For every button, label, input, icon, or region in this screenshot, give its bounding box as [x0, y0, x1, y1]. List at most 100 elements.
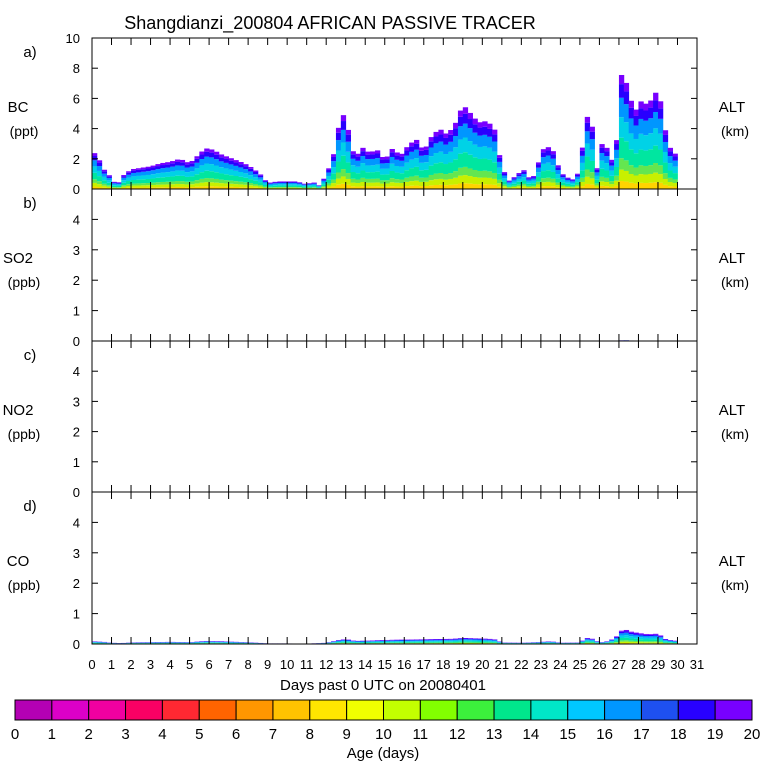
colorbar-tick-label: 14: [523, 726, 540, 743]
data-cell: [595, 176, 600, 180]
data-cell: [580, 642, 585, 643]
x-tick-label: 6: [205, 657, 212, 672]
data-cell: [448, 130, 453, 135]
data-cell: [214, 166, 219, 173]
data-cell: [190, 163, 195, 166]
data-cell: [458, 117, 463, 126]
data-cell: [614, 144, 619, 150]
data-cell: [331, 173, 336, 179]
data-cell: [375, 182, 380, 186]
data-cell: [414, 181, 419, 186]
data-cell: [570, 185, 575, 187]
data-cell: [624, 91, 629, 104]
data-cell: [502, 178, 507, 181]
data-cell: [238, 172, 243, 177]
data-cell: [536, 177, 541, 182]
data-cell: [541, 149, 546, 152]
data-cell: [175, 165, 180, 170]
data-cell: [585, 639, 590, 640]
data-cell: [253, 184, 258, 186]
right-axis-unit-b: (km): [721, 274, 749, 290]
data-cell: [170, 181, 175, 184]
data-cell: [463, 643, 468, 644]
data-cell: [585, 184, 590, 189]
data-cell: [560, 175, 565, 177]
data-cell: [180, 181, 185, 184]
data-cell: [351, 154, 356, 159]
data-cell: [468, 141, 473, 155]
data-cell: [551, 179, 556, 183]
data-cell: [292, 184, 297, 185]
data-cell: [629, 638, 634, 640]
data-cell: [336, 185, 341, 189]
data-cell: [487, 184, 492, 189]
data-cell: [658, 636, 663, 637]
data-cell: [463, 138, 468, 153]
data-cell: [526, 177, 531, 178]
data-cell: [590, 185, 595, 189]
data-cell: [482, 184, 487, 189]
data-cell: [395, 160, 400, 166]
data-cell: [165, 164, 170, 167]
data-cell: [658, 639, 663, 641]
data-cell: [551, 183, 556, 187]
data-cell: [146, 169, 151, 172]
data-cell: [619, 170, 624, 181]
data-cell: [512, 180, 517, 182]
colorbar-cell: [162, 700, 199, 720]
data-cell: [199, 155, 204, 160]
data-cell: [233, 184, 238, 187]
data-cell: [258, 180, 263, 183]
data-cell: [585, 641, 590, 642]
data-cell: [434, 639, 439, 640]
data-cell: [492, 130, 497, 135]
data-cell: [233, 171, 238, 176]
colorbar-tick-label: 9: [342, 726, 350, 743]
x-tick-label: 16: [397, 657, 411, 672]
data-cell: [473, 124, 478, 132]
data-cell: [336, 172, 341, 178]
data-cell: [385, 180, 390, 183]
data-cell: [580, 163, 585, 170]
data-cell: [482, 135, 487, 147]
data-cell: [497, 162, 502, 168]
data-cell: [565, 178, 570, 179]
data-cell: [497, 155, 502, 158]
data-cell: [658, 642, 663, 643]
data-cell: [287, 181, 292, 182]
data-cell: [116, 186, 121, 187]
data-cell: [170, 163, 175, 166]
data-cell: [551, 172, 556, 179]
data-cell: [316, 187, 321, 188]
data-cell: [409, 181, 414, 186]
data-cell: [116, 187, 121, 188]
data-cell: [395, 155, 400, 159]
data-cell: [643, 166, 648, 175]
data-cell: [638, 150, 643, 166]
data-cell: [599, 153, 604, 161]
data-cell: [375, 642, 380, 643]
data-cell: [341, 142, 346, 155]
data-cell: [599, 161, 604, 169]
x-tick-label: 0: [88, 657, 95, 672]
data-cell: [370, 159, 375, 165]
data-cell: [370, 642, 375, 643]
colorbar-tick-label: 17: [633, 726, 650, 743]
data-cell: [346, 173, 351, 179]
data-cell: [326, 168, 331, 170]
data-cell: [346, 152, 351, 163]
data-cell: [619, 181, 624, 189]
data-cell: [253, 177, 258, 180]
data-cell: [326, 185, 331, 187]
data-cell: [404, 163, 409, 171]
data-cell: [668, 642, 673, 643]
data-cell: [609, 166, 614, 171]
data-cell: [312, 188, 317, 189]
data-cell: [653, 93, 658, 101]
data-cell: [199, 179, 204, 183]
data-cell: [463, 124, 468, 138]
data-cell: [663, 179, 668, 185]
data-cell: [492, 152, 497, 163]
data-cell: [273, 183, 278, 184]
